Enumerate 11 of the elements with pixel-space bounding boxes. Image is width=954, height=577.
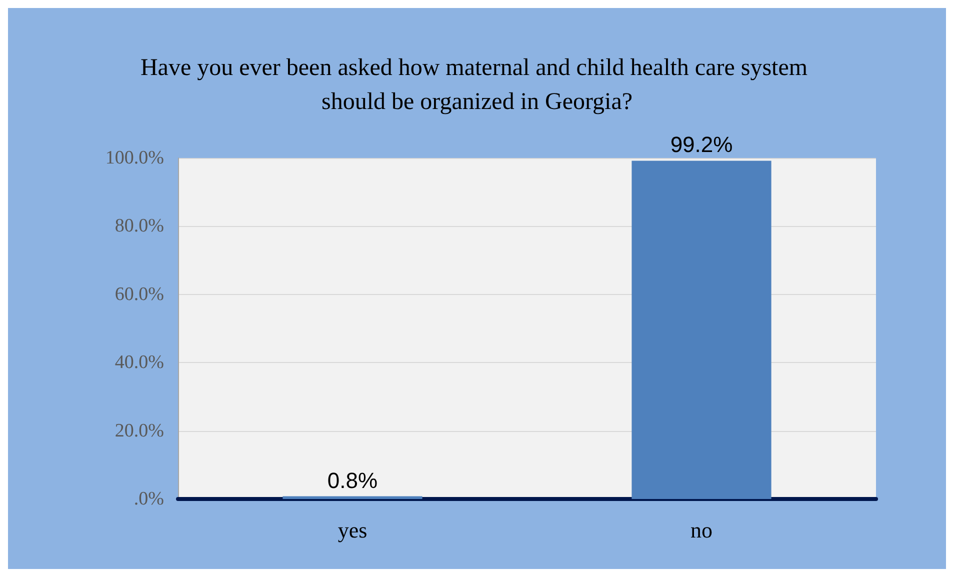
y-tick-label: 60.0%: [114, 284, 164, 305]
x-tick-label: no: [690, 518, 712, 542]
y-tick-label: 100.0%: [105, 148, 164, 168]
data-label: 99.2%: [670, 132, 733, 158]
chart-title: Have you ever been asked how maternal and child health care system should be organized in Georgia?: [140, 55, 814, 115]
x-tick-label: yes: [338, 518, 368, 542]
y-tick-label: 40.0%: [114, 352, 164, 374]
y-tick-label: 80.0%: [114, 216, 164, 237]
y-tick-label: .0%: [134, 488, 164, 510]
y-tick-label: 20.0%: [114, 420, 164, 442]
data-label: 0.8%: [327, 468, 378, 493]
